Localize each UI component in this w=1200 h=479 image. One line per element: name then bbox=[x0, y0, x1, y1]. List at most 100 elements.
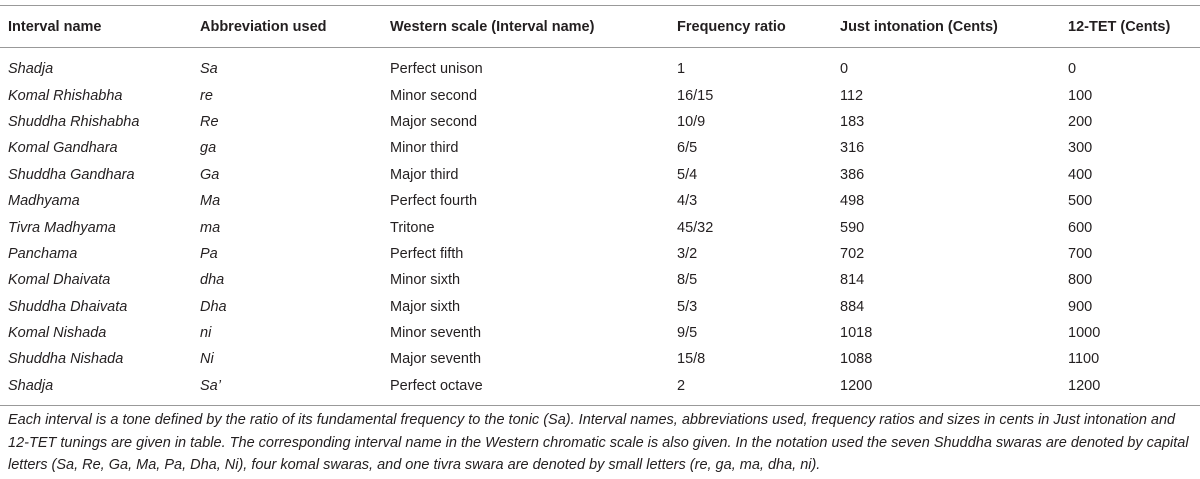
table-cell: 884 bbox=[840, 298, 865, 315]
table-cell: 1088 bbox=[840, 351, 873, 368]
table-cell: Perfect unison bbox=[390, 61, 483, 78]
table-cell: Panchama bbox=[8, 245, 78, 262]
table-row: Tivra Madhyama ma Tritone 45/32 590 600 bbox=[0, 214, 1200, 240]
table-cell: Dha bbox=[200, 298, 227, 315]
table-cell: 9/5 bbox=[677, 325, 698, 342]
header-row: Interval name Abbreviation used Western sc… bbox=[0, 5, 1200, 48]
table-cell: Perfect fifth bbox=[390, 245, 464, 262]
table-cell: 45/32 bbox=[677, 219, 714, 236]
table-cell: Pa bbox=[200, 245, 218, 262]
table-cell: 1000 bbox=[1068, 325, 1101, 342]
table-cell: Re bbox=[200, 113, 219, 130]
table-cell: 700 bbox=[1068, 245, 1093, 262]
table-cell: 316 bbox=[840, 140, 865, 157]
table-row: Shadja Sa’ Perfect octave 2 1200 1200 bbox=[0, 372, 1200, 407]
table-cell: 400 bbox=[1068, 166, 1093, 183]
table-cell: 702 bbox=[840, 245, 865, 262]
table-cell: re bbox=[200, 87, 213, 104]
table-cell: 500 bbox=[1068, 193, 1093, 210]
table-cell: 5/4 bbox=[677, 166, 698, 183]
column-header: Interval name bbox=[0, 5, 192, 48]
table-row: Shuddha Gandhara Ga Major third 5/4 386 400 bbox=[0, 162, 1200, 188]
caption: Each interval is a tone defined by the r… bbox=[8, 412, 1189, 473]
table-cell: Komal Nishada bbox=[8, 325, 107, 342]
table-cell: Komal Dhaivata bbox=[8, 272, 111, 289]
table-cell: 0 bbox=[1068, 61, 1077, 78]
table-cell: ni bbox=[200, 325, 212, 342]
table-cell: 1 bbox=[677, 61, 686, 78]
table-cell: ga bbox=[200, 140, 217, 157]
table-cell: Komal Gandhara bbox=[8, 140, 118, 157]
table-cell: Minor second bbox=[390, 87, 478, 104]
column-header: Western scale (Interval name) bbox=[382, 5, 669, 48]
table-cell: 4/3 bbox=[677, 193, 698, 210]
table-cell: 814 bbox=[840, 272, 865, 289]
table-cell: 6/5 bbox=[677, 140, 698, 157]
table-body: Shadja Sa Perfect unison 1 0 0 Komal Rhishabha… bbox=[0, 48, 1200, 407]
table-cell: Komal Rhishabha bbox=[8, 87, 123, 104]
table-cell: Tivra Madhyama bbox=[8, 219, 116, 236]
table-cell: Perfect fourth bbox=[390, 193, 478, 210]
table-cell: 1100 bbox=[1068, 351, 1100, 368]
table-cell: Shuddha Nishada bbox=[8, 351, 124, 368]
table-cell: 100 bbox=[1068, 87, 1093, 104]
table-row: Komal Gandhara ga Minor third 6/5 316 300 bbox=[0, 135, 1200, 161]
table-cell: Minor seventh bbox=[390, 325, 482, 342]
table-cell: 183 bbox=[840, 113, 865, 130]
table-cell: Major sixth bbox=[390, 298, 461, 315]
table-cell: Minor third bbox=[390, 140, 459, 157]
column-header: Frequency ratio bbox=[669, 5, 832, 48]
table-cell: Madhyama bbox=[8, 193, 80, 210]
table-row: Komal Rhishabha re Minor second 16/15 112 100 bbox=[0, 82, 1200, 108]
table-cell: 1018 bbox=[840, 325, 873, 342]
table-row: Shadja Sa Perfect unison 1 0 0 bbox=[0, 48, 1200, 83]
table-cell: Ga bbox=[200, 166, 220, 183]
table-cell: 590 bbox=[840, 219, 865, 236]
table-cell: 15/8 bbox=[677, 351, 706, 368]
table-row: Panchama Pa Perfect fifth 3/2 702 700 bbox=[0, 241, 1200, 267]
table-cell: 600 bbox=[1068, 219, 1093, 236]
table-cell: 8/5 bbox=[677, 272, 698, 289]
table-cell: 900 bbox=[1068, 298, 1093, 315]
table-cell: dha bbox=[200, 272, 225, 289]
table-row: Madhyama Ma Perfect fourth 4/3 498 500 bbox=[0, 188, 1200, 214]
table-row: Shuddha Dhaivata Dha Major sixth 5/3 884 900 bbox=[0, 294, 1200, 320]
table-cell: Major second bbox=[390, 113, 478, 130]
table-cell: Major third bbox=[390, 166, 459, 183]
table-cell: Tritone bbox=[390, 219, 435, 236]
column-header: Just intonation (Cents) bbox=[832, 5, 1060, 48]
table-cell: 498 bbox=[840, 193, 865, 210]
table-cell: Minor sixth bbox=[390, 272, 461, 289]
table-cell: Sa bbox=[200, 61, 218, 78]
table-cell: Shadja bbox=[8, 61, 54, 78]
table-cell: 2 bbox=[669, 372, 832, 407]
table-cell: Ma bbox=[200, 193, 221, 210]
table-cell: 800 bbox=[1068, 272, 1093, 289]
table-row: Shuddha Rhishabha Re Major second 10/9 183 20… bbox=[0, 109, 1200, 135]
table-cell: 16/15 bbox=[677, 87, 714, 104]
table-cell: 5/3 bbox=[677, 298, 698, 315]
data-table: Interval name Abbreviation used Western sc… bbox=[0, 5, 1200, 407]
table-cell: Perfect octave bbox=[382, 372, 669, 407]
table-row: Shuddha Nishada Ni Major seventh 15/8 1088 11… bbox=[0, 346, 1200, 372]
table-cell: 112 bbox=[840, 87, 864, 104]
table-cell: 1200 bbox=[832, 372, 1060, 407]
table-cell: Shuddha Rhishabha bbox=[8, 113, 140, 130]
table-cell: Shuddha Dhaivata bbox=[8, 298, 128, 315]
table-cell: 1200 bbox=[1060, 372, 1200, 407]
table-cell: Ni bbox=[200, 351, 214, 368]
table-cell: Sa’ bbox=[192, 372, 382, 407]
table-cell: Shuddha Gandhara bbox=[8, 166, 135, 183]
table-cell: 300 bbox=[1068, 140, 1093, 157]
column-header: 12-TET (Cents) bbox=[1060, 5, 1200, 48]
table-cell: Major seventh bbox=[390, 351, 482, 368]
table-cell: ma bbox=[200, 219, 221, 236]
table-cell: 386 bbox=[840, 166, 865, 183]
table-cell: Shadja bbox=[0, 372, 192, 407]
column-header: Abbreviation used bbox=[192, 5, 382, 48]
table-cell: 10/9 bbox=[677, 113, 706, 130]
table-cell: 0 bbox=[840, 61, 849, 78]
table-cell: 3/2 bbox=[677, 245, 698, 262]
table-row: Komal Dhaivata dha Minor sixth 8/5 814 800 bbox=[0, 267, 1200, 293]
